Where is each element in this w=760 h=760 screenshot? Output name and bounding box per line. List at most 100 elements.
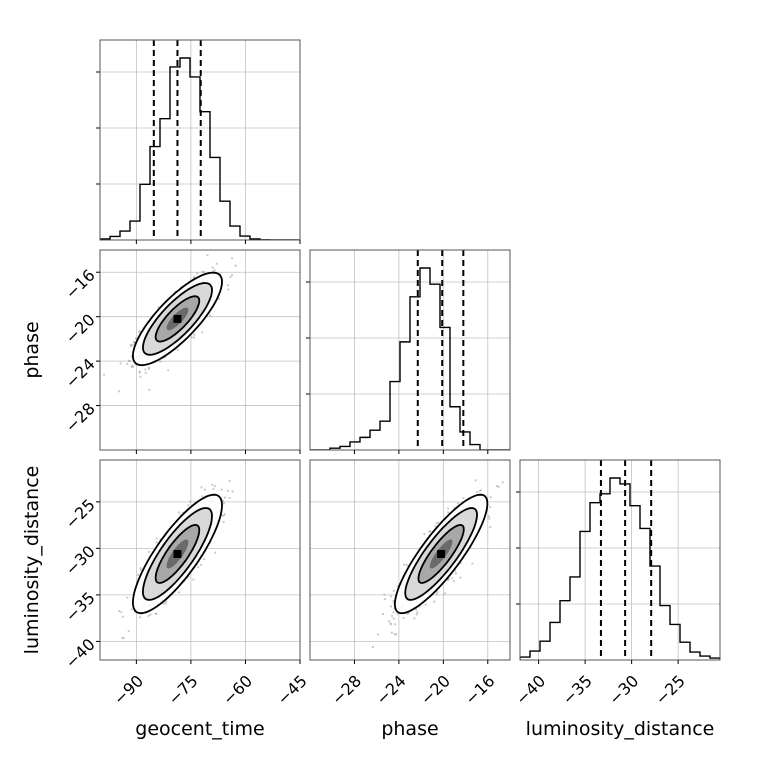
scatter-point (476, 491, 479, 494)
x-tick-label: −24 (372, 671, 409, 708)
panel-frame (519, 459, 721, 661)
scatter-point (424, 603, 427, 606)
x-tick-label: −45 (273, 671, 310, 708)
scatter-point (193, 275, 196, 279)
scatter-point (127, 359, 130, 362)
scatter-point (147, 614, 150, 618)
scatter-point (387, 619, 391, 623)
scatter-point (130, 345, 133, 348)
scatter-point (435, 593, 438, 596)
scatter-point (127, 630, 130, 633)
scatter-point (383, 593, 386, 596)
y-tick-label: −25 (61, 495, 98, 532)
scatter-point (220, 488, 223, 491)
panel-frame (309, 459, 511, 661)
scatter-point (211, 483, 214, 486)
scatter-point (443, 592, 447, 595)
histogram-geocent_time (100, 57, 300, 240)
scatter-point (395, 633, 398, 636)
scatter-point (138, 616, 142, 619)
scatter-point (389, 623, 393, 626)
panel-frame (99, 39, 301, 241)
y-tick-label: −30 (61, 542, 98, 579)
density-peak (437, 549, 446, 558)
scatter-point (130, 608, 133, 611)
scatter-point (176, 348, 179, 352)
y-tick-label: −35 (61, 588, 98, 625)
scatter-point (147, 366, 150, 369)
y-axis-label-phase: phase (21, 321, 43, 378)
scatter-point (102, 373, 106, 376)
scatter-point (447, 511, 450, 514)
scatter-point (226, 489, 229, 492)
scatter-point (139, 375, 142, 378)
scatter-point (144, 371, 147, 375)
scatter-point (402, 616, 405, 620)
scatter-point (488, 517, 491, 520)
scatter-point (390, 614, 394, 618)
scatter-point (222, 502, 226, 505)
scatter-point (187, 504, 190, 507)
scatter-point (478, 490, 481, 493)
x-tick-label: −60 (219, 671, 256, 708)
scatter-point (214, 551, 217, 554)
scatter-point (423, 532, 426, 536)
scatter-point (203, 488, 206, 491)
scatter-point (193, 336, 196, 339)
scatter-point (452, 580, 455, 583)
scatter-point (177, 591, 181, 594)
scatter-point (197, 566, 200, 569)
x-tick-label: −25 (652, 671, 689, 708)
scatter-point (489, 525, 492, 529)
scatter-point (155, 537, 158, 540)
x-tick-label: −30 (605, 671, 642, 708)
scatter-point (394, 623, 397, 626)
y-tick-label: −28 (61, 399, 98, 436)
scatter-point (206, 253, 209, 257)
scatter-point (196, 272, 199, 275)
scatter-point (212, 487, 215, 490)
scatter-point (119, 362, 122, 365)
scatter-point (139, 568, 142, 571)
scatter-point (215, 262, 218, 265)
scatter-point (223, 513, 226, 516)
scatter-point (136, 573, 140, 577)
scatter-point (159, 360, 162, 363)
scatter-point (462, 497, 465, 500)
x-tick-label: −20 (417, 671, 454, 708)
scatter-point (231, 257, 234, 260)
scatter-point (433, 600, 436, 603)
scatter-point (392, 611, 395, 614)
scatter-point (415, 608, 418, 611)
scatter-point (415, 613, 418, 616)
x-tick-label: −35 (559, 671, 596, 708)
scatter-point (384, 597, 387, 601)
scatter-point (474, 479, 477, 482)
scatter-point (376, 633, 380, 636)
scatter-point (437, 521, 440, 524)
scatter-point (121, 615, 125, 618)
scatter-point (214, 484, 217, 488)
scatter-point (501, 481, 504, 484)
scatter-point (202, 270, 206, 274)
density-peak (173, 549, 182, 558)
scatter-point (177, 511, 181, 514)
x-tick-label: −75 (164, 671, 201, 708)
panel-geocent_time-vs-geocent_time (96, 39, 301, 244)
scatter-point (489, 495, 492, 499)
scatter-point (416, 611, 419, 614)
panel-frame (99, 249, 301, 451)
scatter-point (164, 602, 167, 605)
panel-phase-vs-geocent_time: −28 −24 −20 −16 (61, 249, 301, 454)
panel-frame (309, 249, 511, 451)
scatter-point (164, 600, 168, 603)
scatter-point (396, 612, 399, 616)
scatter-point (495, 485, 499, 488)
scatter-point (405, 564, 408, 567)
scatter-point (148, 388, 151, 391)
scatter-point (131, 365, 134, 369)
y-axis-label-luminosity_distance: luminosity_distance (21, 466, 43, 655)
scatter-point (429, 530, 432, 533)
y-tick-label: −40 (61, 635, 98, 672)
